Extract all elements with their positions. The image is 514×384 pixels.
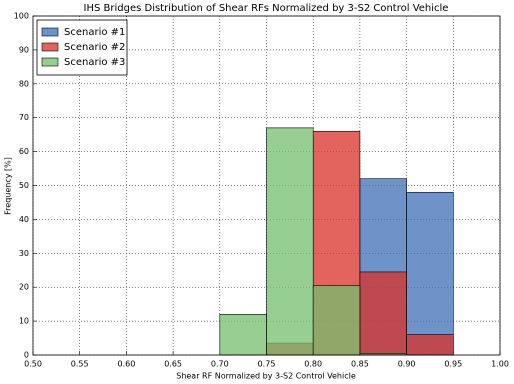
y-tick-label: 100 [14,12,29,21]
x-axis-label: Shear RF Normalized by 3-S2 Control Vehi… [176,372,356,381]
x-tick-label: 0.75 [258,360,276,369]
chart-title: IHS Bridges Distribution of Shear RFs No… [84,3,449,14]
y-tick-label: 90 [19,45,29,54]
y-tick-label: 20 [19,283,29,292]
x-tick-label: 0.70 [211,360,229,369]
legend-swatch [41,27,59,37]
legend-label: Scenario #2 [64,42,125,53]
x-tick-label: 0.65 [164,360,182,369]
histogram-bar [266,127,314,356]
x-tick-label: 0.80 [304,360,322,369]
histogram-bar [219,314,267,356]
y-tick-label: 60 [19,147,29,156]
y-tick-label: 30 [19,249,29,258]
y-tick-label: 40 [19,215,29,224]
legend-label: Scenario #1 [64,27,125,38]
y-tick-label: 10 [19,317,29,326]
histogram-bar [406,334,454,356]
histogram-bar [406,191,454,356]
legend-swatch [41,57,59,67]
legend-swatch [41,42,59,52]
legend-label: Scenario #3 [64,57,125,68]
x-tick-label: 0.90 [398,360,416,369]
x-tick-label: 0.85 [351,360,369,369]
y-axis-label: Frequency [%] [4,157,13,215]
x-tick-label: 0.60 [117,360,135,369]
histogram-bar [312,285,361,356]
y-tick-label: 0 [24,351,29,360]
x-tick-label: 1.00 [491,360,509,369]
plot-frame [32,15,501,356]
x-tick-label: 0.50 [24,360,42,369]
x-tick-label: 0.55 [71,360,89,369]
y-tick-label: 80 [19,79,29,88]
x-tick-label: 0.95 [444,360,462,369]
histogram-bar [359,271,407,356]
y-tick-label: 70 [19,113,29,122]
y-tick-label: 50 [19,181,29,190]
